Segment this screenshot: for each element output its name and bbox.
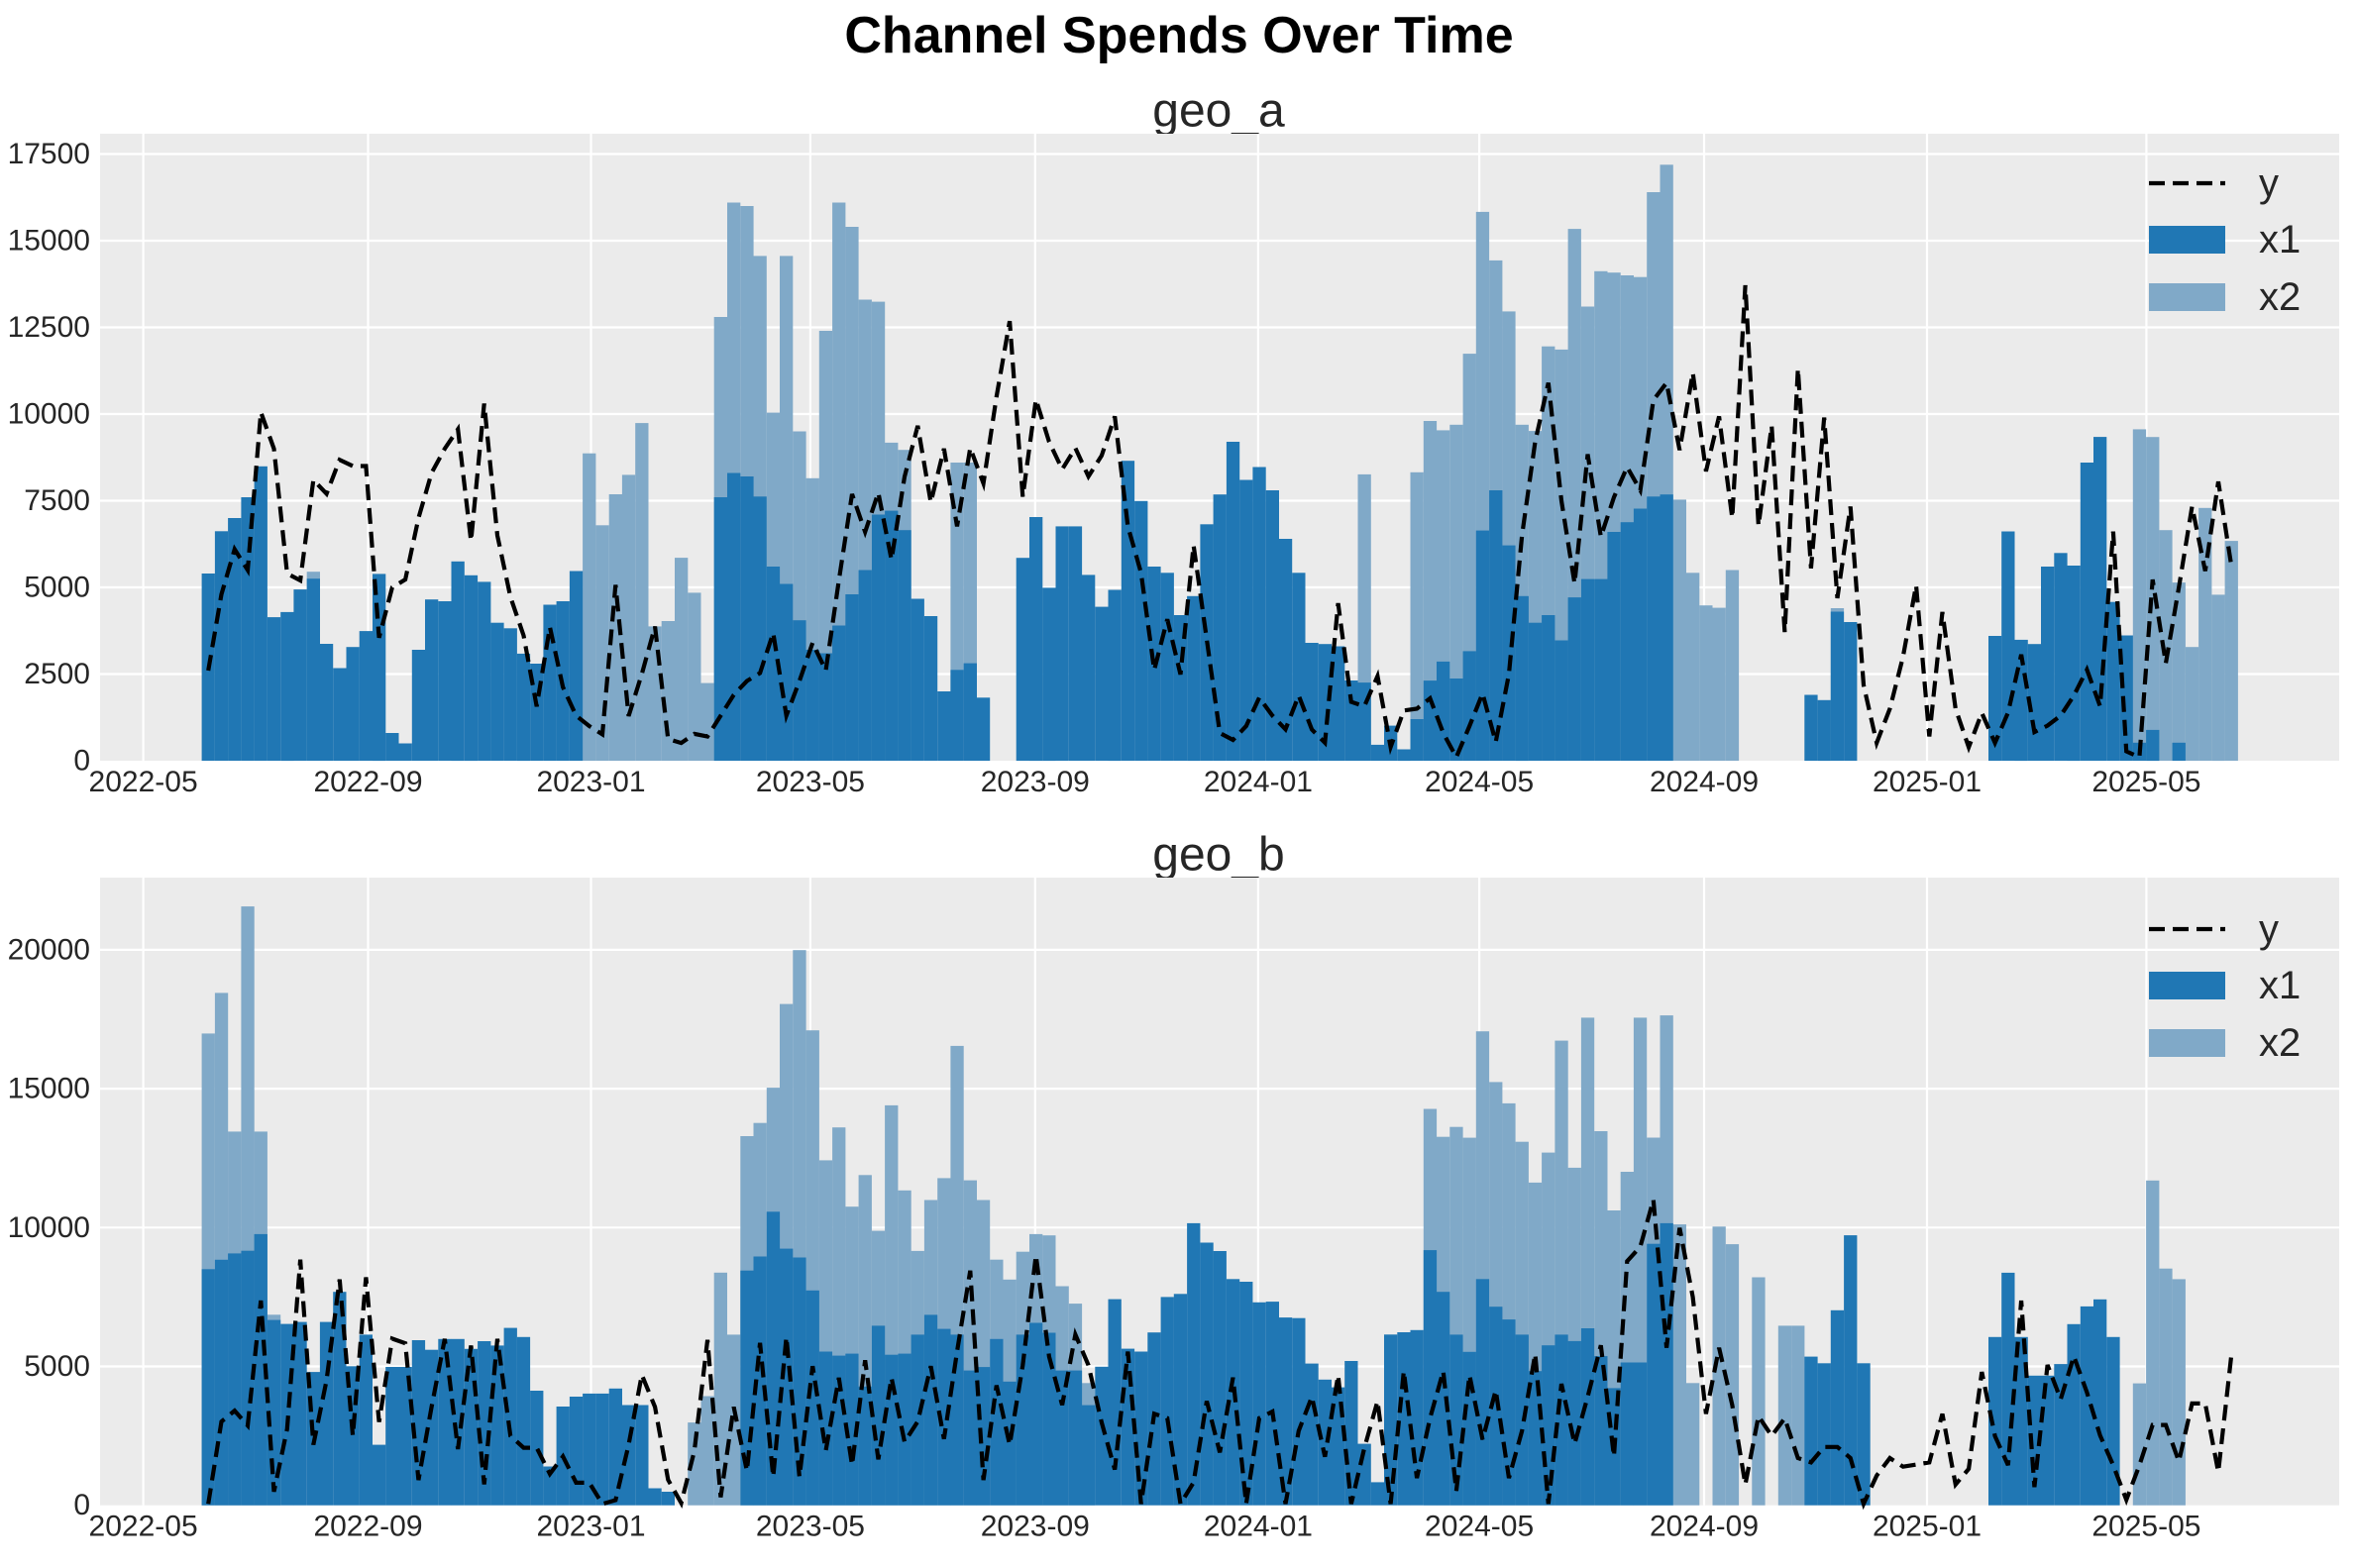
svg-text:2023-01: 2023-01 bbox=[536, 766, 645, 798]
svg-text:2025-01: 2025-01 bbox=[1873, 766, 1982, 798]
svg-text:y: y bbox=[2259, 907, 2279, 951]
svg-text:2023-09: 2023-09 bbox=[981, 1511, 1090, 1543]
svg-text:2022-05: 2022-05 bbox=[89, 766, 198, 798]
svg-text:2023-05: 2023-05 bbox=[756, 1511, 865, 1543]
svg-text:5000: 5000 bbox=[24, 1350, 90, 1383]
svg-text:5000: 5000 bbox=[24, 572, 90, 604]
svg-text:2024-09: 2024-09 bbox=[1650, 766, 1759, 798]
svg-text:2024-05: 2024-05 bbox=[1425, 766, 1534, 798]
svg-text:2025-05: 2025-05 bbox=[2091, 1511, 2200, 1543]
svg-text:10000: 10000 bbox=[8, 1211, 90, 1244]
svg-text:2024-09: 2024-09 bbox=[1650, 1511, 1759, 1543]
svg-text:2022-09: 2022-09 bbox=[313, 766, 422, 798]
svg-text:17500: 17500 bbox=[8, 138, 90, 170]
svg-text:geo_a: geo_a bbox=[1152, 85, 1285, 138]
svg-text:x1: x1 bbox=[2259, 964, 2301, 1007]
svg-text:7500: 7500 bbox=[24, 484, 90, 517]
svg-text:2024-05: 2024-05 bbox=[1425, 1511, 1534, 1543]
svg-text:2500: 2500 bbox=[24, 658, 90, 690]
svg-text:2023-01: 2023-01 bbox=[536, 1511, 645, 1543]
svg-text:2022-09: 2022-09 bbox=[313, 1511, 422, 1543]
svg-text:2023-05: 2023-05 bbox=[756, 766, 865, 798]
svg-text:2022-05: 2022-05 bbox=[89, 1511, 198, 1543]
svg-text:2024-01: 2024-01 bbox=[1204, 1511, 1313, 1543]
svg-text:x2: x2 bbox=[2259, 1021, 2301, 1065]
svg-text:y: y bbox=[2259, 161, 2279, 205]
svg-text:2024-01: 2024-01 bbox=[1204, 766, 1313, 798]
svg-text:Channel Spends Over Time: Channel Spends Over Time bbox=[844, 7, 1513, 64]
svg-text:20000: 20000 bbox=[8, 933, 90, 966]
svg-text:x1: x1 bbox=[2259, 218, 2301, 261]
svg-text:0: 0 bbox=[73, 745, 90, 778]
svg-text:geo_b: geo_b bbox=[1152, 829, 1284, 882]
svg-text:12500: 12500 bbox=[8, 311, 90, 344]
svg-text:x2: x2 bbox=[2259, 275, 2301, 319]
svg-text:2025-05: 2025-05 bbox=[2091, 766, 2200, 798]
svg-text:2023-09: 2023-09 bbox=[981, 766, 1090, 798]
svg-text:2025-01: 2025-01 bbox=[1873, 1511, 1982, 1543]
svg-text:0: 0 bbox=[73, 1489, 90, 1521]
svg-text:10000: 10000 bbox=[8, 398, 90, 431]
svg-text:15000: 15000 bbox=[8, 225, 90, 258]
svg-text:15000: 15000 bbox=[8, 1073, 90, 1105]
